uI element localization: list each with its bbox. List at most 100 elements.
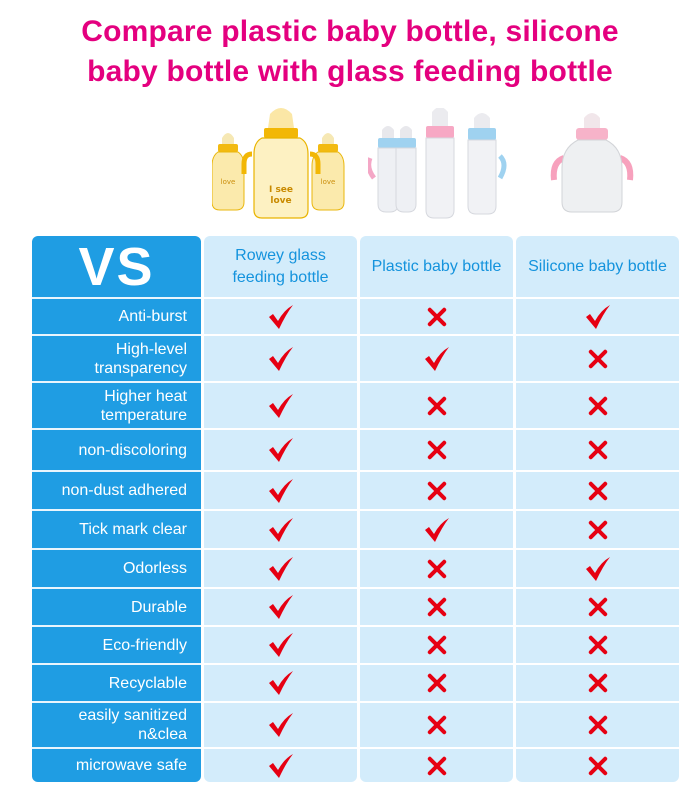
check-icon bbox=[268, 713, 293, 737]
cross-icon bbox=[427, 673, 446, 693]
feature-row: Recyclable bbox=[32, 663, 201, 701]
comparison-cell bbox=[204, 747, 357, 782]
feature-label: non-dust adhered bbox=[61, 482, 187, 499]
feature-label: Durable bbox=[130, 598, 187, 616]
feature-label: Higher heat temperature bbox=[100, 387, 187, 424]
title-line-1: Compare plastic baby bottle, silicone bbox=[81, 15, 619, 48]
comparison-cell bbox=[516, 334, 679, 381]
comparison-cell bbox=[360, 663, 513, 701]
check-icon bbox=[268, 517, 293, 542]
comparison-cell bbox=[204, 381, 357, 428]
comparison-cell bbox=[360, 625, 513, 663]
cross-icon bbox=[588, 349, 607, 368]
comparison-cell bbox=[516, 701, 679, 747]
comparison-cell bbox=[204, 470, 357, 509]
check-icon bbox=[268, 633, 293, 657]
comparison-cell bbox=[516, 663, 679, 701]
feature-label: Recyclable bbox=[108, 674, 187, 692]
comparison-cell bbox=[516, 297, 679, 334]
comparison-table: VS Anti-burst High-level transparency Hi… bbox=[32, 236, 679, 782]
svg-text:I see: I see bbox=[269, 185, 293, 195]
cross-icon bbox=[427, 307, 446, 326]
comparison-cell bbox=[360, 548, 513, 587]
check-icon bbox=[268, 346, 293, 371]
comparison-cell bbox=[204, 625, 357, 663]
feature-row: Anti-burst bbox=[32, 297, 201, 334]
features-column: VS Anti-burst High-level transparency Hi… bbox=[32, 236, 201, 782]
feature-row: Tick mark clear bbox=[32, 509, 201, 548]
page-title: Compare plastic baby bottle, silicone ba… bbox=[0, 12, 700, 92]
feature-row: easily sanitized n&clea bbox=[32, 701, 201, 747]
cross-icon bbox=[588, 520, 607, 539]
silicone-column: Silicone baby bottle bbox=[516, 236, 679, 782]
check-icon bbox=[424, 346, 449, 371]
feature-row: Eco-friendly bbox=[32, 625, 201, 663]
comparison-cell bbox=[360, 297, 513, 334]
comparison-cell bbox=[360, 381, 513, 428]
comparison-cell bbox=[516, 747, 679, 782]
feature-label: Eco-friendly bbox=[102, 636, 187, 654]
check-icon bbox=[268, 595, 293, 619]
cross-icon bbox=[588, 756, 607, 775]
svg-text:love: love bbox=[321, 178, 336, 186]
feature-label: Tick mark clear bbox=[79, 521, 187, 538]
cross-icon bbox=[588, 635, 607, 655]
check-icon bbox=[268, 556, 293, 581]
check-icon bbox=[268, 671, 293, 695]
cross-icon bbox=[427, 715, 446, 735]
cross-icon bbox=[427, 756, 446, 775]
comparison-cell bbox=[360, 334, 513, 381]
feature-row: microwave safe bbox=[32, 747, 201, 782]
silicone-bottle-image bbox=[542, 108, 642, 220]
column-header-label: Silicone baby bottle bbox=[528, 257, 667, 275]
comparison-cell bbox=[204, 701, 357, 747]
comparison-cell bbox=[516, 548, 679, 587]
cross-icon bbox=[588, 440, 607, 460]
column-header-label: Plastic baby bottle bbox=[371, 257, 502, 275]
plastic-bottles-image bbox=[368, 108, 510, 220]
cross-icon bbox=[588, 715, 607, 735]
comparison-cell bbox=[516, 587, 679, 625]
feature-row: Durable bbox=[32, 587, 201, 625]
check-icon bbox=[424, 517, 449, 542]
vs-label: VS bbox=[78, 236, 155, 297]
glass-bottles-image: love love I see love bbox=[212, 108, 350, 220]
vs-header: VS bbox=[32, 236, 201, 297]
check-icon bbox=[585, 304, 610, 329]
comparison-cell bbox=[204, 334, 357, 381]
feature-label: non-discoloring bbox=[78, 441, 187, 459]
comparison-cell bbox=[516, 381, 679, 428]
cross-icon bbox=[427, 635, 446, 655]
svg-text:love: love bbox=[270, 196, 291, 206]
svg-text:love: love bbox=[221, 178, 236, 186]
cross-icon bbox=[588, 673, 607, 693]
feature-row: Odorless bbox=[32, 548, 201, 587]
feature-row: non-dust adhered bbox=[32, 470, 201, 509]
check-icon bbox=[268, 478, 293, 503]
cross-icon bbox=[427, 559, 446, 578]
comparison-cell bbox=[360, 428, 513, 470]
feature-label: High-level transparency bbox=[94, 340, 188, 377]
feature-label: Odorless bbox=[122, 560, 187, 577]
check-icon bbox=[585, 556, 610, 581]
cross-icon bbox=[427, 481, 446, 500]
feature-row: Higher heat temperature bbox=[32, 381, 201, 428]
feature-row: High-level transparency bbox=[32, 334, 201, 381]
comparison-cell bbox=[204, 428, 357, 470]
comparison-cell bbox=[360, 747, 513, 782]
comparison-cell bbox=[516, 428, 679, 470]
cross-icon bbox=[588, 396, 607, 415]
check-icon bbox=[268, 393, 293, 418]
feature-label: Anti-burst bbox=[118, 308, 187, 325]
comparison-cell bbox=[204, 663, 357, 701]
column-header-plastic: Plastic baby bottle bbox=[360, 236, 513, 297]
cross-icon bbox=[427, 396, 446, 415]
comparison-cell bbox=[360, 587, 513, 625]
check-icon bbox=[268, 438, 293, 462]
cross-icon bbox=[427, 597, 446, 617]
feature-label: microwave safe bbox=[75, 757, 187, 774]
comparison-cell bbox=[516, 625, 679, 663]
column-header-silicone: Silicone baby bottle bbox=[516, 236, 679, 297]
check-icon bbox=[268, 304, 293, 329]
comparison-cell bbox=[360, 701, 513, 747]
